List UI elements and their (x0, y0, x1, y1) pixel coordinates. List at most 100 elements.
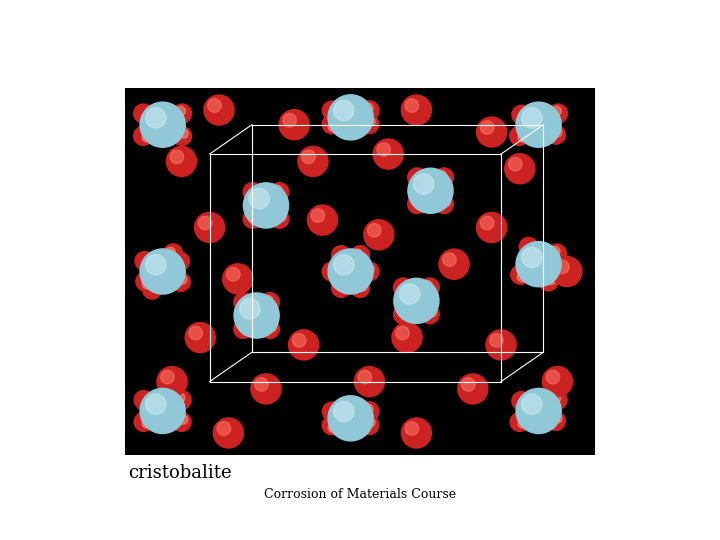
Circle shape (332, 279, 351, 298)
Circle shape (264, 295, 273, 305)
Circle shape (235, 319, 253, 338)
Circle shape (351, 246, 369, 265)
Circle shape (539, 272, 558, 291)
Circle shape (477, 117, 507, 147)
Circle shape (328, 423, 338, 433)
Ellipse shape (620, 4, 632, 12)
Circle shape (166, 247, 176, 256)
Circle shape (172, 390, 191, 409)
Circle shape (512, 125, 531, 144)
Circle shape (243, 183, 289, 228)
Circle shape (260, 293, 279, 312)
Polygon shape (236, 295, 276, 336)
Circle shape (408, 168, 453, 213)
Circle shape (140, 388, 185, 434)
Circle shape (367, 224, 381, 237)
Circle shape (552, 393, 561, 402)
Ellipse shape (665, 4, 672, 9)
Circle shape (401, 311, 410, 320)
Circle shape (185, 322, 215, 353)
Circle shape (511, 265, 530, 284)
Circle shape (171, 392, 189, 410)
Polygon shape (633, 8, 703, 72)
Circle shape (518, 132, 527, 142)
Circle shape (171, 273, 190, 292)
Polygon shape (237, 296, 276, 335)
Circle shape (551, 247, 560, 256)
Circle shape (443, 253, 456, 266)
Circle shape (400, 284, 420, 304)
Ellipse shape (624, 61, 632, 67)
Circle shape (145, 394, 166, 414)
Polygon shape (138, 105, 186, 144)
Text: Corrosion of Materials Course: Corrosion of Materials Course (264, 488, 456, 501)
Circle shape (298, 146, 328, 177)
Circle shape (401, 95, 431, 125)
Circle shape (547, 244, 566, 263)
Circle shape (135, 252, 154, 271)
Circle shape (552, 106, 562, 116)
Circle shape (208, 99, 221, 112)
Circle shape (505, 154, 535, 184)
Circle shape (516, 102, 561, 147)
Circle shape (364, 103, 373, 112)
Circle shape (140, 102, 185, 147)
Circle shape (553, 414, 562, 423)
Circle shape (392, 322, 422, 353)
Polygon shape (515, 392, 562, 430)
Polygon shape (140, 393, 184, 429)
Circle shape (546, 370, 559, 384)
Polygon shape (328, 102, 373, 133)
Polygon shape (410, 171, 451, 211)
Ellipse shape (620, 37, 628, 43)
Circle shape (360, 101, 379, 120)
Circle shape (394, 278, 413, 297)
Polygon shape (521, 242, 557, 286)
Circle shape (546, 392, 565, 410)
Polygon shape (328, 403, 373, 434)
Polygon shape (247, 186, 285, 225)
Circle shape (394, 278, 439, 323)
Circle shape (145, 254, 166, 275)
Circle shape (134, 390, 153, 409)
Polygon shape (516, 106, 561, 143)
Circle shape (396, 326, 409, 340)
Polygon shape (516, 393, 561, 429)
Circle shape (255, 377, 269, 391)
Circle shape (480, 216, 494, 229)
Circle shape (143, 280, 161, 299)
Polygon shape (396, 281, 436, 321)
Circle shape (204, 95, 234, 125)
Polygon shape (328, 403, 373, 434)
Polygon shape (649, 12, 679, 44)
Polygon shape (246, 185, 286, 226)
Text: cristobalite: cristobalite (128, 464, 232, 482)
Circle shape (486, 330, 516, 360)
Circle shape (270, 210, 289, 228)
Circle shape (339, 260, 353, 274)
Circle shape (251, 215, 260, 225)
Circle shape (405, 422, 418, 435)
Circle shape (333, 401, 354, 422)
Circle shape (171, 252, 189, 271)
Circle shape (373, 139, 403, 169)
Circle shape (227, 267, 240, 281)
Bar (125, 88, 595, 455)
Circle shape (408, 194, 427, 213)
Polygon shape (246, 185, 286, 226)
Circle shape (408, 195, 426, 214)
Circle shape (351, 279, 369, 298)
Circle shape (546, 105, 565, 124)
Circle shape (302, 150, 315, 164)
Circle shape (283, 113, 297, 127)
Circle shape (508, 158, 522, 171)
Circle shape (360, 262, 379, 281)
Circle shape (333, 254, 354, 275)
Text: Structure of INM: Structure of INM (88, 24, 337, 53)
Polygon shape (236, 295, 276, 336)
Circle shape (413, 174, 434, 194)
Ellipse shape (701, 42, 711, 48)
Circle shape (194, 212, 225, 242)
Circle shape (512, 105, 531, 124)
Circle shape (415, 201, 425, 210)
